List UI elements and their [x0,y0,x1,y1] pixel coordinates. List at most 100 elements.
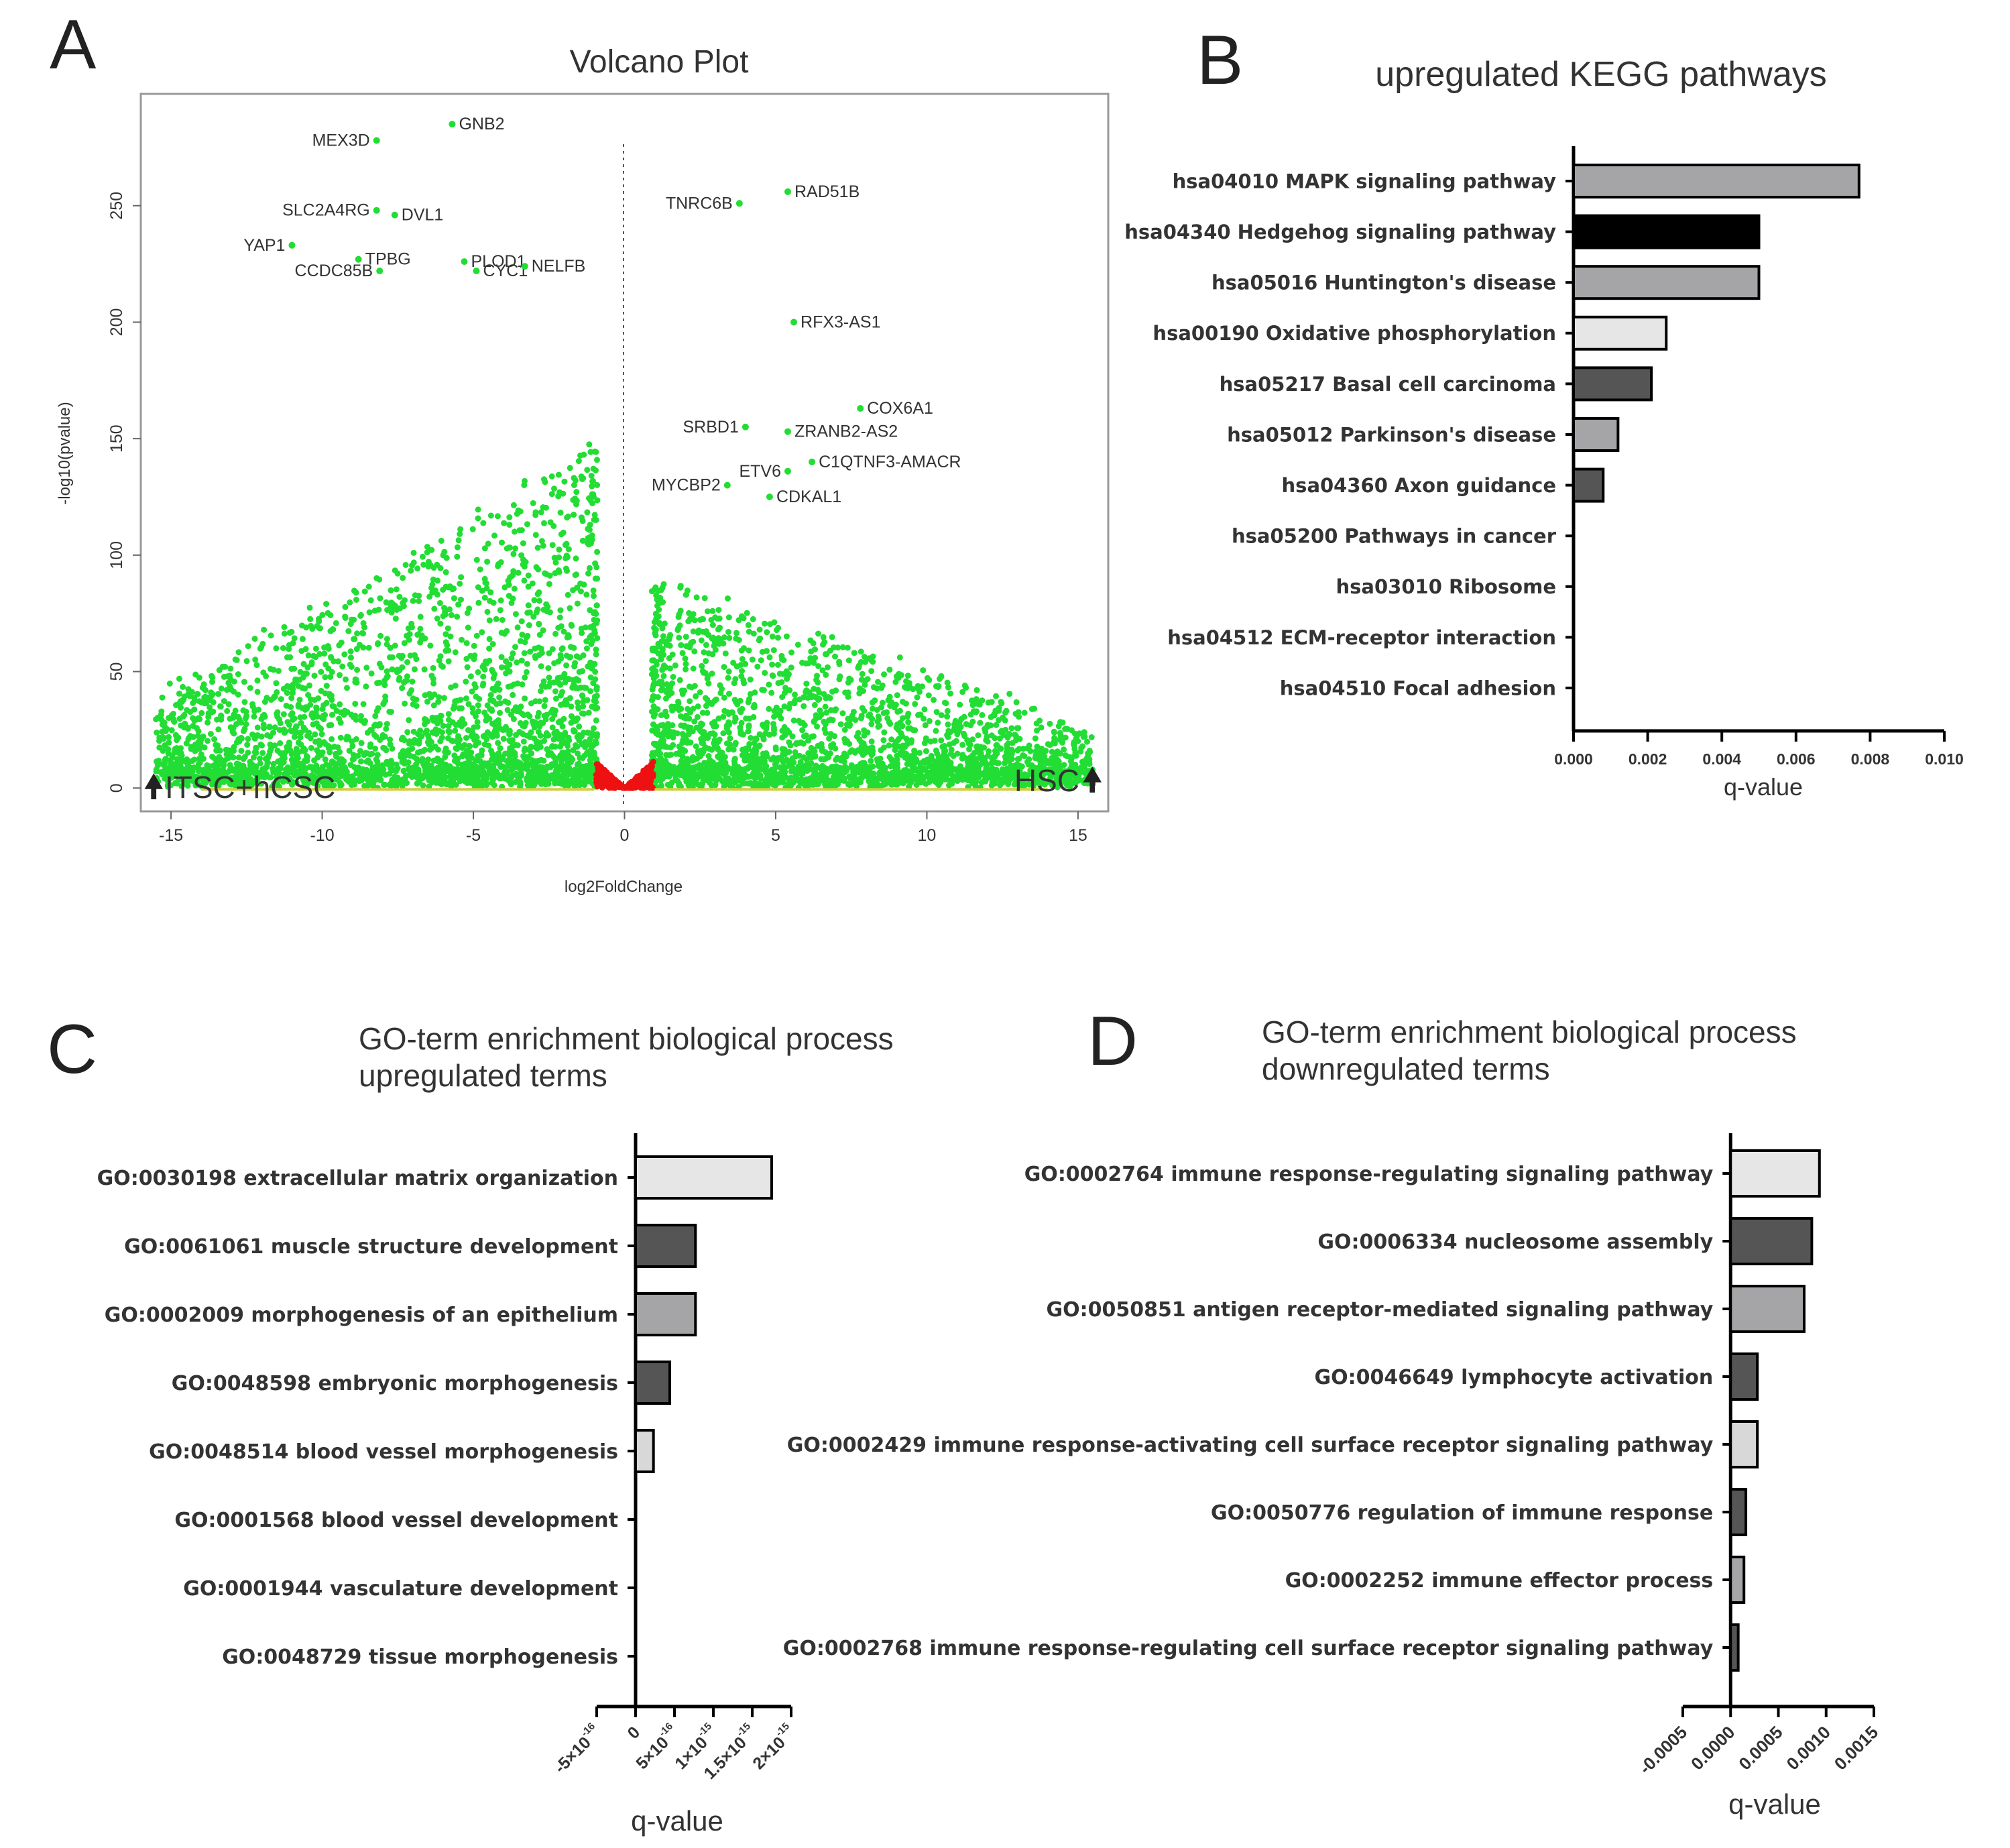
bar [1729,1623,1740,1672]
bar [1572,467,1605,503]
kegg-chart-title: upregulated KEGG pathways [1375,55,1827,94]
y-tick-label: 250 [107,192,126,220]
gene-label: MEX3D [312,131,370,150]
gene-label: CYC1 [483,262,528,280]
bar [1729,1217,1814,1265]
y-tick-label: 100 [107,541,126,569]
x-tick-label: -5 [466,826,481,845]
x-tick-label: 15 [1069,826,1087,845]
gene-point [809,458,816,465]
x-tick-label: 0 [620,826,630,845]
gene-label: RFX3-AS1 [801,312,880,331]
category-label: GO:0002252 immune effector process [1285,1569,1714,1593]
corner-label-left: ITSC+hCSC [165,770,335,805]
go-up-title-line1: GO-term enrichment biological process [359,1021,894,1056]
volcano-plot-panel: Volcano Plot GNB2 MEX3D SLC2A4RG DVL1 YAP1 TP… [56,44,1110,896]
gene-label: C1QTNF3-AMACR [819,453,961,471]
bar [1572,214,1761,249]
bar [1729,1420,1759,1468]
significant-points [153,441,1096,791]
up-arrow-icon: 🠝 [1081,761,1104,799]
value-tick-label: 0.000 [1554,750,1593,768]
gene-point [784,188,792,195]
gene-label: SRBD1 [683,418,739,437]
gene-point [784,467,792,475]
gene-point [857,404,864,412]
gene-label: MYCBP2 [652,476,721,495]
go-down-x-axis-label: q-value [1728,1788,1821,1820]
y-tick-label: 0 [107,783,126,793]
bar [1572,164,1860,198]
category-label: hsa04512 ECM-receptor interaction [1167,626,1556,649]
gene-point [790,319,798,326]
go-down-title-line2: downregulated terms [1262,1051,1550,1086]
gene-point [288,241,296,249]
bar [1729,1352,1759,1401]
category-label: GO:0002009 morphogenesis of an epitheliu… [105,1304,618,1327]
category-label: hsa00190 Oxidative phosphorylation [1152,322,1556,345]
gene-label: GNB2 [459,115,504,133]
gene-label: CDKAL1 [776,487,841,506]
bar [1572,265,1761,300]
bar [1729,1149,1821,1198]
gene-point [521,263,528,270]
gene-point [735,200,743,207]
value-tick-label: 0.002 [1629,750,1667,768]
value-tick-label: 0.006 [1777,750,1816,768]
category-label: hsa04010 MAPK signaling pathway [1173,170,1556,192]
value-tick-label: 0.004 [1702,750,1741,768]
gene-label: TNRC6B [666,194,733,213]
panel-letter-a: A [50,6,97,84]
gene-label: COX6A1 [867,399,933,418]
x-tick-label: -10 [310,826,334,845]
x-tick-label: 5 [771,826,780,845]
gene-label: YAP1 [243,236,285,255]
bar [634,1224,697,1268]
go-up-title-line2: upregulated terms [359,1058,607,1093]
gene-point [376,268,383,275]
bar [1729,1285,1806,1333]
category-label: GO:0002429 immune response-activating ce… [787,1434,1714,1457]
bar [634,1429,655,1473]
gene-point [391,211,398,219]
gene-point [355,255,362,263]
bar [634,1292,697,1336]
panel-letter-d: D [1087,1002,1138,1080]
go-up-x-axis-label: q-value [631,1805,723,1837]
gene-point [723,481,731,489]
category-label: GO:0030198 extracellular matrix organiza… [97,1167,618,1190]
gene-label: PLOD1 [471,252,526,271]
y-tick-label: 50 [107,662,126,681]
bar [1572,417,1620,452]
x-tick-label: -15 [159,826,183,845]
gene-label: CCDC85B [295,262,373,280]
go-upregulated-panel: GO-term enrichment biological process up… [97,1021,894,1837]
bar [1572,315,1668,351]
gene-point [766,494,773,501]
kegg-x-axis-label: q-value [1724,773,1803,801]
category-label: GO:0002768 immune response-regulating ce… [783,1637,1714,1660]
kegg-pathways-panel: upregulated KEGG pathways hsa04010 MAPK … [1124,55,1964,801]
category-label: hsa05016 Huntington's disease [1211,272,1556,294]
category-label: GO:0001944 vasculature development [183,1577,618,1601]
category-label: GO:0061061 muscle structure development [124,1235,618,1259]
bar [634,1155,773,1200]
value-tick-label: 0.010 [1925,750,1964,768]
gene-label: ETV6 [739,462,781,481]
category-label: GO:0002764 immune response-regulating si… [1024,1163,1714,1186]
go-down-title-line1: GO-term enrichment biological process [1262,1015,1797,1049]
category-label: hsa05217 Basal cell carcinoma [1220,373,1556,396]
category-label: GO:0050851 antigen receptor-mediated sig… [1046,1298,1713,1322]
gene-point [449,121,456,128]
x-tick-label: 10 [918,826,937,845]
y-tick-label: 200 [107,308,126,337]
go-downregulated-panel: GO-term enrichment biological process do… [783,1015,1883,1820]
category-label: hsa03010 Ribosome [1336,575,1557,598]
category-label: GO:0001568 blood vessel development [174,1509,618,1532]
volcano-x-axis-label: log2FoldChange [565,878,683,896]
bar [1572,366,1653,402]
category-label: GO:0046649 lymphocyte activation [1315,1366,1714,1389]
gene-label: ZRANB2-AS2 [794,422,898,441]
